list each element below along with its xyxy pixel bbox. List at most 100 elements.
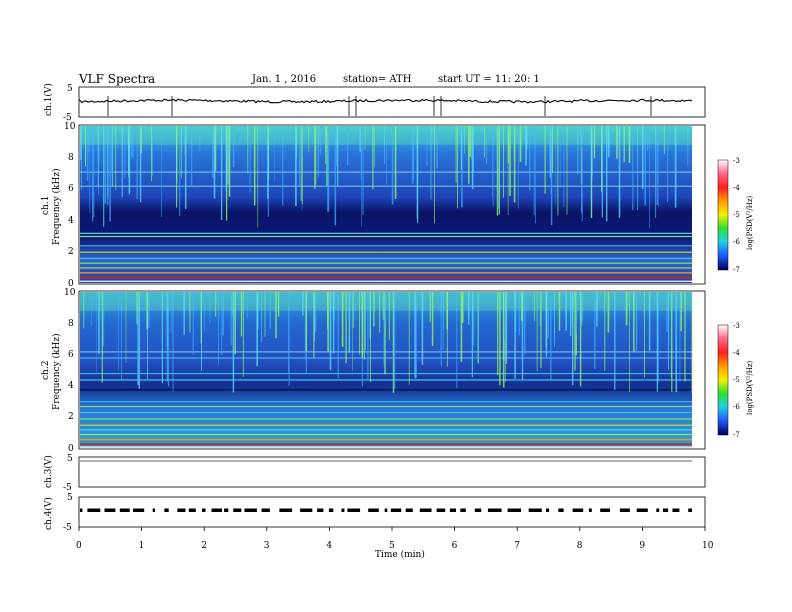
time-axis-tick-label: 1 (139, 541, 145, 551)
ch2-colorbar-tick--6: -6 (733, 403, 740, 411)
time-axis-tick-label: 7 (514, 541, 520, 551)
ch4-pulse (636, 508, 648, 512)
ch4-ytick-bottom: -5 (63, 523, 72, 533)
ch2-burst-haze (80, 292, 692, 311)
ch2-colorbar-tick--7: -7 (733, 431, 740, 439)
ch2-band (80, 357, 692, 359)
ch4-pulse (688, 508, 692, 512)
ch4-waveform-panel: 5 -5 ch.4(V) 0 1 2 3 4 5 6 7 8 9 10 Time (min) (43, 493, 714, 560)
ch2-spectrogram-frame (78, 290, 706, 450)
header-station: station= ATH (343, 74, 412, 85)
ch1-waveform-ylabel: ch.1(V) (43, 83, 54, 116)
ch1-ytick-bottom: -5 (63, 113, 72, 123)
time-axis-tick-label: 2 (201, 541, 207, 551)
ch4-pulse (133, 508, 145, 512)
ch2-ytick-10: 10 (64, 288, 76, 298)
ch2-band (80, 405, 692, 408)
ch1-colorbar (717, 159, 729, 271)
ch2-band (80, 351, 692, 353)
ch2-spectrogram-panel: 10 8 6 4 2 0 ch.2 Frequency (kHz) -3 -4 … (41, 288, 754, 454)
ch4-pulse (328, 508, 334, 512)
ch1-waveform-panel: 5 -5 ch.1(V) (43, 83, 706, 123)
ch1-band (80, 185, 692, 187)
ch1-colorbar-tick--6: -6 (733, 238, 740, 246)
ch2-band (80, 418, 692, 420)
ch3-waveform-frame (78, 456, 706, 488)
ch2-ytick-8: 8 (68, 319, 74, 329)
ch4-pulse (211, 508, 222, 512)
ch1-spectrogram-yticks: 10 8 6 4 2 0 (64, 122, 76, 289)
ch4-pulse (474, 508, 482, 512)
ch4-pulse (390, 508, 402, 512)
ch2-colorbar-tick--5: -5 (733, 376, 740, 384)
ch2-spectrogram-ylabel: Frequency (kHz) (51, 333, 62, 410)
ch4-pulse (546, 508, 550, 512)
ch4-pulse (384, 508, 388, 512)
ch1-spectrogram-bursts (80, 126, 692, 228)
ch2-spectrogram-channel-label: ch.2 (41, 361, 51, 380)
ch1-spectrogram-bands (80, 171, 692, 283)
ch2-band (80, 446, 692, 448)
ch3-waveform-panel: 5 -5 ch.3(V) (43, 454, 706, 493)
ch4-pulse (119, 508, 130, 512)
ch2-ytick-2: 2 (68, 412, 74, 422)
ch2-spectrogram-yticks: 10 8 6 4 2 0 (64, 288, 76, 454)
ch4-pulse (87, 508, 101, 512)
ch4-pulse (368, 508, 379, 512)
ch1-ytick-0: 0 (68, 279, 74, 289)
ch4-pulse (202, 508, 206, 512)
ch3-ytick-bottom: -5 (63, 483, 72, 493)
ch1-ytick-6: 6 (68, 184, 74, 194)
ch2-band (80, 438, 692, 441)
ch4-pulse (507, 508, 521, 512)
ch2-band (80, 412, 692, 414)
ch1-spectrogram-panel: 10 8 6 4 2 0 ch.1 Frequency (kHz) -3 -4 … (41, 122, 754, 289)
ch3-ytick-top: 5 (67, 454, 73, 464)
ch1-band (80, 251, 692, 253)
ch3-waveform-ylabel: ch.3(V) (43, 455, 54, 488)
ch1-spectrogram-image (80, 126, 692, 283)
ch2-colorbar-label: log(PSD(V²/Hz) (746, 360, 754, 415)
ch1-colorbar-tick--5: -5 (733, 211, 740, 219)
ch2-spectrogram-bands (80, 351, 692, 448)
header-start-time: start UT = 11: 20: 1 (438, 74, 540, 85)
ch1-band (80, 267, 692, 269)
ch1-band (80, 272, 692, 274)
ch2-colorbar (717, 324, 729, 436)
ch1-waveform-frame (78, 86, 706, 118)
time-axis-tick-label: 0 (76, 541, 82, 551)
ch1-colorbar-label: log(PSD(V²/Hz) (746, 195, 754, 250)
ch1-band (80, 235, 692, 238)
ch4-pulse (341, 508, 345, 512)
ch4-pulse (347, 508, 361, 512)
ch2-band (80, 429, 692, 431)
ch4-pulse (80, 508, 83, 512)
ch4-pulse (600, 508, 610, 512)
ch4-pulse (188, 508, 196, 512)
ch2-spectrogram-bursts (80, 292, 693, 393)
ch4-pulse (164, 508, 169, 512)
ch2-spectrogram-image (80, 292, 692, 448)
ch4-pulse (177, 508, 186, 512)
ch4-pulse (436, 508, 446, 512)
ch4-pulse (588, 508, 592, 512)
ch2-colorbar-tick--4: -4 (733, 349, 740, 357)
ch4-waveform-ylabel: ch.4(V) (43, 497, 54, 530)
ch2-band (80, 443, 692, 446)
ch1-waveform-trace (79, 98, 693, 104)
ch1-band (80, 232, 692, 234)
ch4-ytick-top: 5 (67, 493, 73, 503)
ch4-pulse (528, 508, 542, 512)
figure-title: VLF Spectra (78, 72, 155, 86)
ch1-ytick-top: 5 (67, 84, 73, 94)
ch1-spectrogram-channel-label: ch.1 (41, 196, 51, 215)
ch4-pulse (224, 508, 229, 512)
ch1-spectrogram-frame (78, 124, 706, 285)
ch1-ytick-4: 4 (68, 216, 74, 226)
ch4-pulse (449, 508, 456, 512)
ch2-band (80, 424, 692, 426)
ch1-colorbar-tick--4: -4 (733, 184, 740, 192)
ch2-band (80, 388, 692, 391)
ch4-pulse (662, 508, 669, 512)
